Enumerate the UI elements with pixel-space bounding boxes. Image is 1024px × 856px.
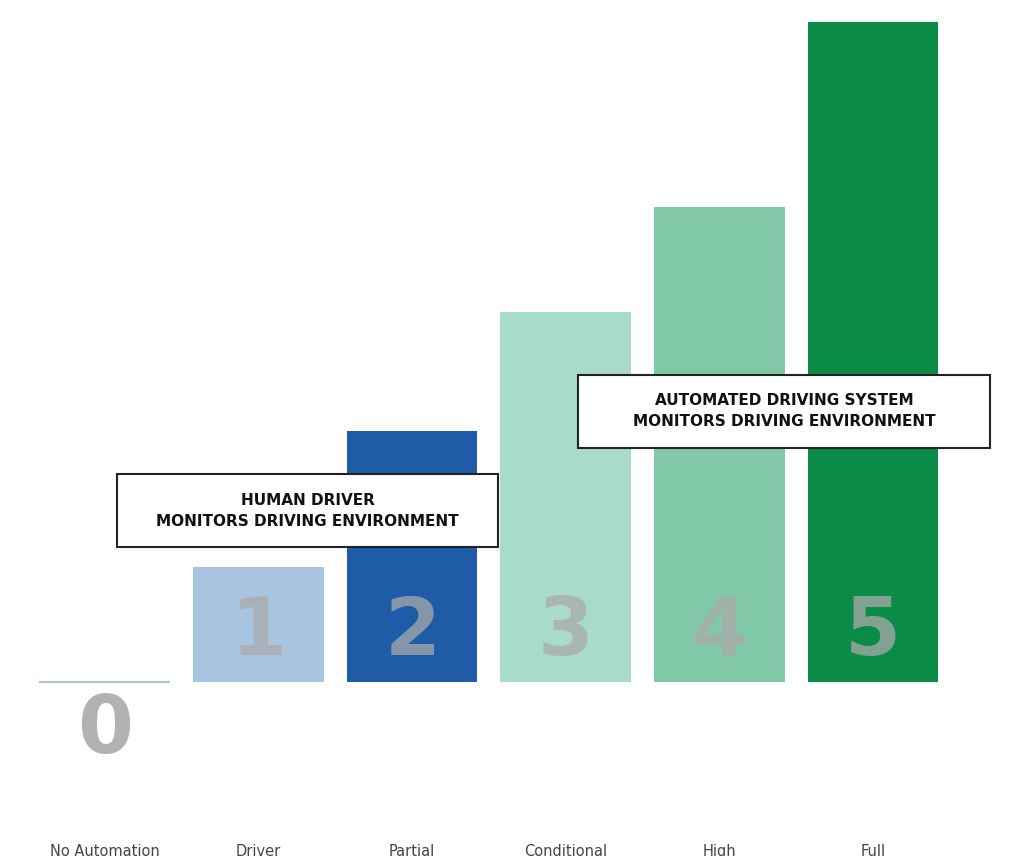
- Text: Conditional
Automation: Conditional Automation: [523, 844, 608, 856]
- Text: No Automation: No Automation: [50, 844, 160, 856]
- Text: Driver
Assistance: Driver Assistance: [219, 844, 298, 856]
- Text: 2: 2: [384, 594, 440, 673]
- Bar: [194, 567, 324, 682]
- Text: 1: 1: [230, 594, 287, 673]
- Text: High
Automation: High Automation: [677, 844, 762, 856]
- Text: AUTOMATED DRIVING SYSTEM
MONITORS DRIVING ENVIRONMENT: AUTOMATED DRIVING SYSTEM MONITORS DRIVIN…: [633, 394, 935, 430]
- Text: Partial
Automation: Partial Automation: [370, 844, 455, 856]
- Text: HUMAN DRIVER
MONITORS DRIVING ENVIRONMENT: HUMAN DRIVER MONITORS DRIVING ENVIRONMEN…: [157, 492, 459, 528]
- Bar: [501, 312, 631, 682]
- FancyBboxPatch shape: [117, 474, 498, 547]
- Text: 4: 4: [691, 594, 748, 673]
- Text: 5: 5: [845, 594, 901, 673]
- Bar: [347, 431, 477, 682]
- Text: 3: 3: [538, 594, 594, 673]
- Bar: [808, 21, 938, 682]
- Text: 0: 0: [77, 693, 133, 770]
- FancyBboxPatch shape: [578, 375, 989, 448]
- Text: Full
Automation: Full Automation: [830, 844, 915, 856]
- Bar: [654, 206, 784, 682]
